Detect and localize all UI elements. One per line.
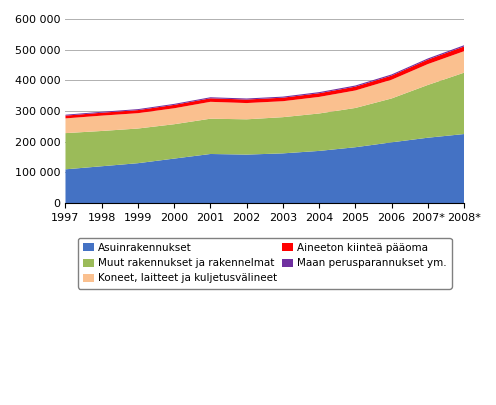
- Legend: Asuinrakennukset, Muut rakennukset ja rakennelmat, Koneet, laitteet ja kuljetusv: Asuinrakennukset, Muut rakennukset ja ra…: [78, 238, 451, 288]
